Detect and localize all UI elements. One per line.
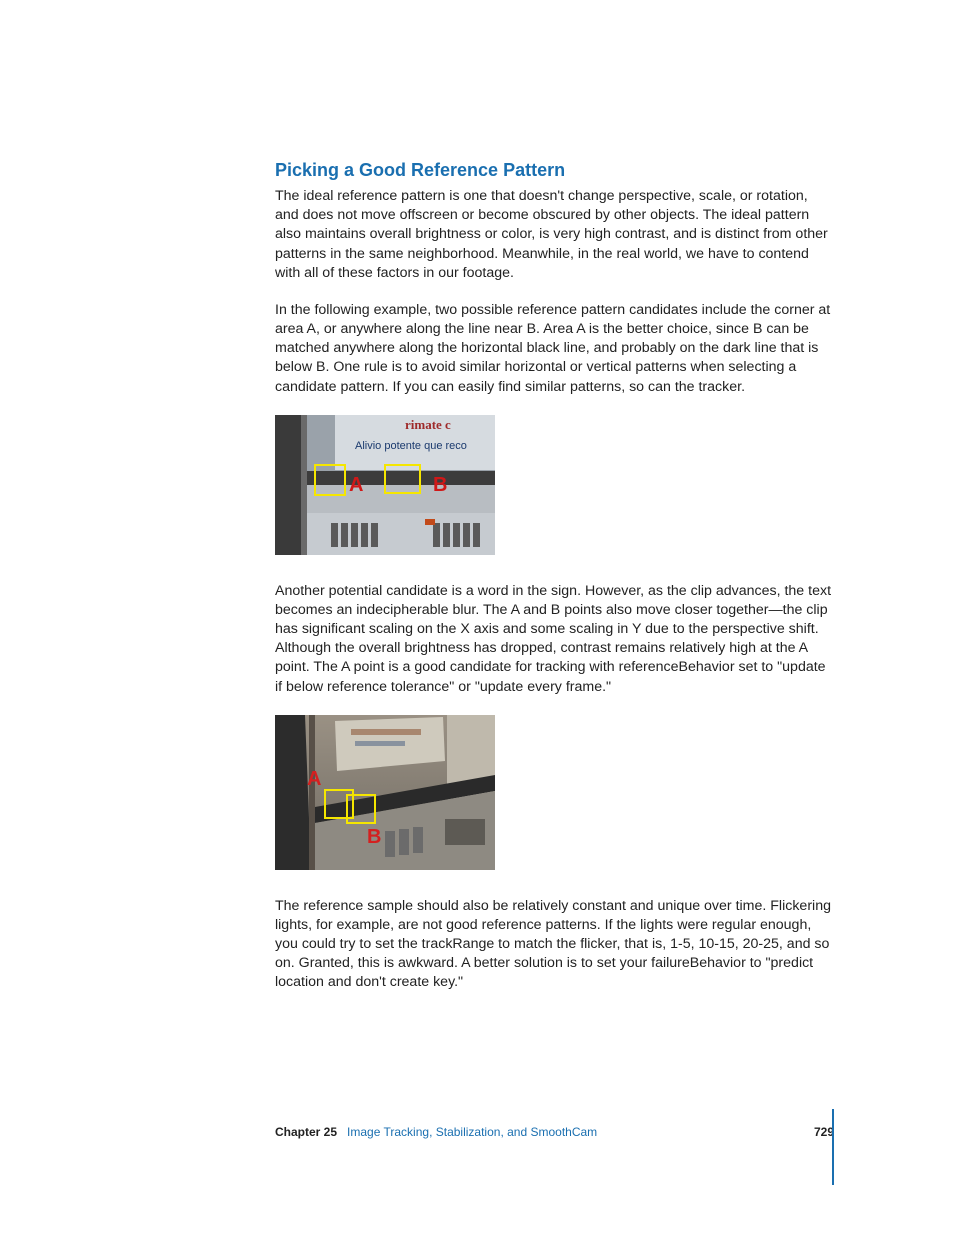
body-paragraph: The ideal reference pattern is one that …	[275, 187, 834, 283]
label-b: B	[367, 826, 381, 848]
reference-pattern-image-2: A B	[275, 715, 495, 870]
label-a: A	[349, 474, 363, 496]
figure-2: A B	[275, 715, 834, 875]
sign-text: rimate c	[405, 417, 451, 432]
chapter-number: Chapter 25	[275, 1125, 337, 1139]
sign-subtext: Alivio potente que reco	[355, 440, 467, 452]
reference-pattern-image-1: rimate c Alivio potente que reco	[275, 415, 495, 555]
body-paragraph: In the following example, two possible r…	[275, 301, 834, 397]
label-a: A	[307, 768, 321, 790]
body-paragraph: Another potential candidate is a word in…	[275, 582, 834, 697]
page-number: 729	[814, 1125, 834, 1139]
page-footer: Chapter 25 Image Tracking, Stabilization…	[275, 1125, 834, 1139]
document-page: Picking a Good Reference Pattern The ide…	[0, 0, 954, 1235]
figure-1: rimate c Alivio potente que reco	[275, 415, 834, 560]
label-b: B	[433, 474, 447, 496]
section-heading: Picking a Good Reference Pattern	[275, 160, 834, 181]
chapter-title: Image Tracking, Stabilization, and Smoot…	[347, 1125, 597, 1139]
margin-rule	[832, 1109, 834, 1185]
body-paragraph: The reference sample should also be rela…	[275, 897, 834, 993]
